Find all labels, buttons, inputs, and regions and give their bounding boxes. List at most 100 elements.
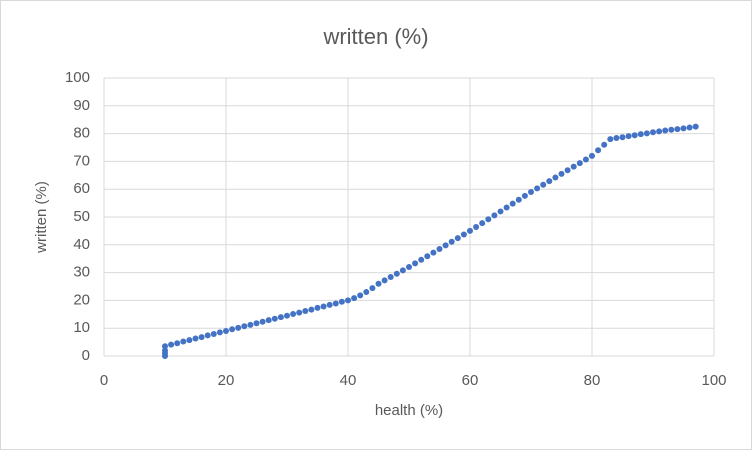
y-tick-label: 100 [65, 69, 90, 86]
y-tick-label: 60 [73, 180, 90, 197]
point [467, 227, 473, 234]
y-tick-label: 30 [73, 264, 90, 281]
point [265, 317, 272, 324]
point [436, 245, 443, 252]
point [345, 297, 351, 304]
y-tick-label: 80 [73, 125, 90, 142]
point [357, 292, 364, 299]
point [308, 306, 315, 313]
point [479, 220, 486, 227]
point [363, 289, 370, 296]
point [643, 130, 650, 137]
point [680, 125, 687, 132]
point [186, 337, 193, 344]
x-tick-label: 80 [584, 372, 601, 389]
point [277, 314, 284, 321]
point [162, 343, 168, 350]
point [332, 300, 339, 307]
point [460, 231, 467, 238]
point [485, 216, 492, 223]
point [607, 136, 614, 143]
point [491, 212, 498, 219]
point [393, 270, 400, 277]
x-tick-label: 100 [701, 372, 726, 389]
point [204, 332, 211, 339]
point [192, 335, 199, 342]
point [338, 298, 345, 305]
point [662, 127, 669, 134]
y-tick-label: 50 [73, 208, 90, 225]
point [302, 307, 309, 314]
y-tick-label: 0 [82, 347, 90, 364]
point [320, 303, 327, 310]
point [534, 185, 541, 192]
point [595, 147, 602, 154]
point [399, 267, 406, 274]
y-tick-label: 10 [73, 319, 90, 336]
y-tick-label: 90 [73, 97, 90, 114]
point [174, 340, 181, 347]
point [692, 123, 699, 130]
point [271, 315, 278, 322]
point [210, 331, 217, 338]
point [552, 174, 559, 181]
point [601, 141, 608, 148]
point [235, 324, 242, 331]
point [589, 152, 595, 159]
point [576, 160, 583, 167]
point [387, 274, 394, 281]
point [540, 181, 547, 188]
point [656, 128, 663, 135]
point [442, 242, 449, 249]
point [650, 129, 656, 136]
point [503, 204, 510, 211]
y-tick-label: 20 [73, 291, 90, 308]
y-tick-label: 70 [73, 152, 90, 169]
point [637, 131, 644, 138]
point [430, 249, 437, 256]
point [454, 235, 461, 242]
x-tick-label: 40 [340, 372, 357, 389]
point [216, 329, 223, 336]
point [674, 126, 681, 133]
point [424, 253, 431, 260]
point [564, 167, 571, 174]
point [582, 156, 589, 163]
point [296, 309, 303, 316]
x-tick-label: 20 [218, 372, 235, 389]
point [351, 295, 358, 302]
point [497, 208, 504, 215]
point [546, 178, 553, 185]
point [473, 224, 480, 231]
point [247, 321, 254, 328]
point [406, 264, 412, 271]
point [613, 135, 620, 142]
x-tick-label: 60 [462, 372, 479, 389]
point [369, 285, 376, 292]
chart-title: written (%) [322, 24, 428, 49]
point [162, 347, 168, 354]
point [223, 327, 229, 334]
point [448, 238, 455, 245]
point [521, 192, 528, 199]
point [418, 256, 425, 263]
point [241, 323, 248, 330]
point [631, 132, 638, 139]
point [619, 134, 626, 141]
point [180, 338, 187, 345]
point [625, 133, 632, 140]
point [168, 341, 175, 348]
point [326, 301, 333, 308]
x-axis-label: health (%) [375, 402, 443, 419]
point [381, 277, 388, 284]
point [198, 334, 205, 341]
point [253, 320, 260, 327]
point [314, 304, 321, 311]
point [375, 280, 382, 287]
x-tick-label: 0 [100, 372, 108, 389]
point [412, 260, 419, 267]
point [686, 124, 693, 131]
point [259, 318, 266, 325]
